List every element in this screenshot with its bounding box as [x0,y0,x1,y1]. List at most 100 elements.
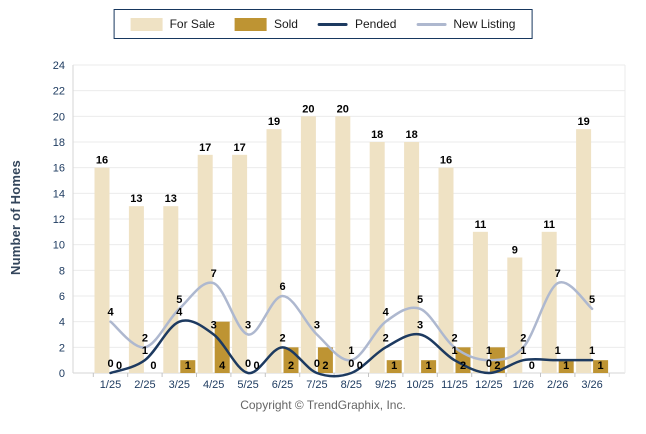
for-sale-value-label: 16 [96,155,108,167]
new-listing-value-label: 6 [279,281,285,293]
legend-label: Sold [273,17,298,31]
y-axis-tick-label: 18 [53,137,65,149]
sold-value-label: 0 [150,360,156,372]
legend-item-for-sale: For Sale [130,17,215,31]
new-listing-value-label: 7 [211,268,217,280]
pended-value-label: 1 [142,345,148,357]
new-listing-value-label: 2 [142,332,148,344]
sold-value-label: 0 [357,360,363,372]
sold-value-label: 2 [460,360,466,372]
x-axis-tick-label: 2/26 [547,379,568,391]
sold-bar [421,360,437,373]
for-sale-bar [266,129,282,373]
x-axis-tick-label: 9/25 [375,379,396,391]
pended-value-label: 0 [348,358,354,370]
pended-value-label: 1 [555,345,561,357]
sold-value-label: 0 [529,360,535,372]
y-axis-tick-label: 16 [53,163,65,175]
new-listing-value-label: 2 [451,332,457,344]
y-axis-tick-label: 6 [59,291,65,303]
new-listing-value-label: 7 [555,268,561,280]
sold-value-label: 2 [494,360,500,372]
sold-value-label: 4 [219,360,226,372]
new-listing-value-label: 4 [107,307,114,319]
for-sale-bar [369,142,385,373]
sold-value-label: 1 [391,360,397,372]
for-sale-bar [576,129,592,373]
sold-swatch-icon [234,17,267,31]
legend-label: New Listing [453,17,516,31]
pended-value-label: 0 [245,358,251,370]
y-axis-tick-label: 4 [59,317,65,329]
for-sale-bar [335,116,351,373]
sold-bar [386,360,402,373]
copyright-text: Copyright © TrendGraphix, Inc. [240,398,406,412]
x-axis-tick-label: 11/25 [441,379,468,391]
for-sale-bar [404,142,420,373]
for-sale-value-label: 18 [371,129,383,141]
x-axis-tick-label: 3/26 [581,379,602,391]
for-sale-value-label: 19 [577,116,589,128]
new-listing-value-label: 2 [520,332,526,344]
for-sale-bar [232,154,248,373]
pended-value-label: 2 [383,332,389,344]
for-sale-value-label: 17 [233,142,245,154]
y-axis-tick-label: 24 [53,60,65,72]
new-listing-value-label: 1 [486,345,492,357]
new-listing-value-label: 5 [176,294,182,306]
pended-value-label: 1 [451,345,457,357]
for-sale-value-label: 11 [543,219,555,231]
for-sale-bar [128,206,144,373]
for-sale-swatch-icon [130,17,163,31]
pended-value-label: 4 [176,307,183,319]
x-axis-tick-label: 8/25 [341,379,362,391]
sold-bar [214,321,230,373]
new-listing-value-label: 1 [348,345,354,357]
y-axis-tick-label: 8 [59,265,65,277]
for-sale-bar [94,167,110,373]
for-sale-value-label: 13 [165,193,177,205]
sold-value-label: 1 [185,360,191,372]
for-sale-value-label: 18 [405,129,417,141]
y-axis-title: Number of Homes [8,160,23,276]
new-listing-value-label: 3 [314,320,320,332]
for-sale-value-label: 11 [475,219,487,231]
for-sale-bar [472,231,488,373]
sold-value-label: 1 [598,360,604,372]
legend-item-new-listing: New Listing [416,17,515,31]
legend-item-sold: Sold [234,17,298,31]
y-axis-tick-label: 14 [53,188,65,200]
sold-bar [180,360,196,373]
sold-value-label: 2 [288,360,294,372]
pended-line [109,319,594,378]
chart-legend: For Sale Sold Pended New Listing [113,9,533,39]
x-axis-tick-label: 7/25 [306,379,327,391]
sold-value-label: 1 [563,360,569,372]
x-axis-tick-label: 2/25 [134,379,155,391]
new-listing-value-label: 5 [417,294,423,306]
x-axis-tick-label: 5/25 [237,379,258,391]
for-sale-value-label: 17 [199,142,211,154]
x-axis-tick-label: 4/25 [203,379,224,391]
pended-value-label: 0 [314,358,320,370]
pended-value-label: 0 [107,358,113,370]
sold-value-label: 0 [116,360,122,372]
pended-value-label: 3 [417,320,423,332]
pended-swatch-icon [317,22,348,26]
for-sale-value-label: 9 [512,245,518,257]
for-sale-bar [541,231,557,373]
sold-bar [317,347,333,373]
y-axis-tick-label: 20 [53,111,65,123]
sold-bar [558,360,574,373]
sold-value-label: 1 [426,360,432,372]
legend-item-pended: Pended [317,17,397,31]
for-sale-value-label: 19 [268,116,280,128]
x-axis-tick-label: 1/26 [513,379,534,391]
x-axis-tick-label: 6/25 [272,379,293,391]
y-axis-tick-label: 10 [53,240,65,252]
legend-label: Pended [354,17,397,31]
for-sale-value-label: 13 [130,193,142,205]
x-axis-tick-label: 1/25 [100,379,121,391]
pended-value-label: 1 [589,345,595,357]
